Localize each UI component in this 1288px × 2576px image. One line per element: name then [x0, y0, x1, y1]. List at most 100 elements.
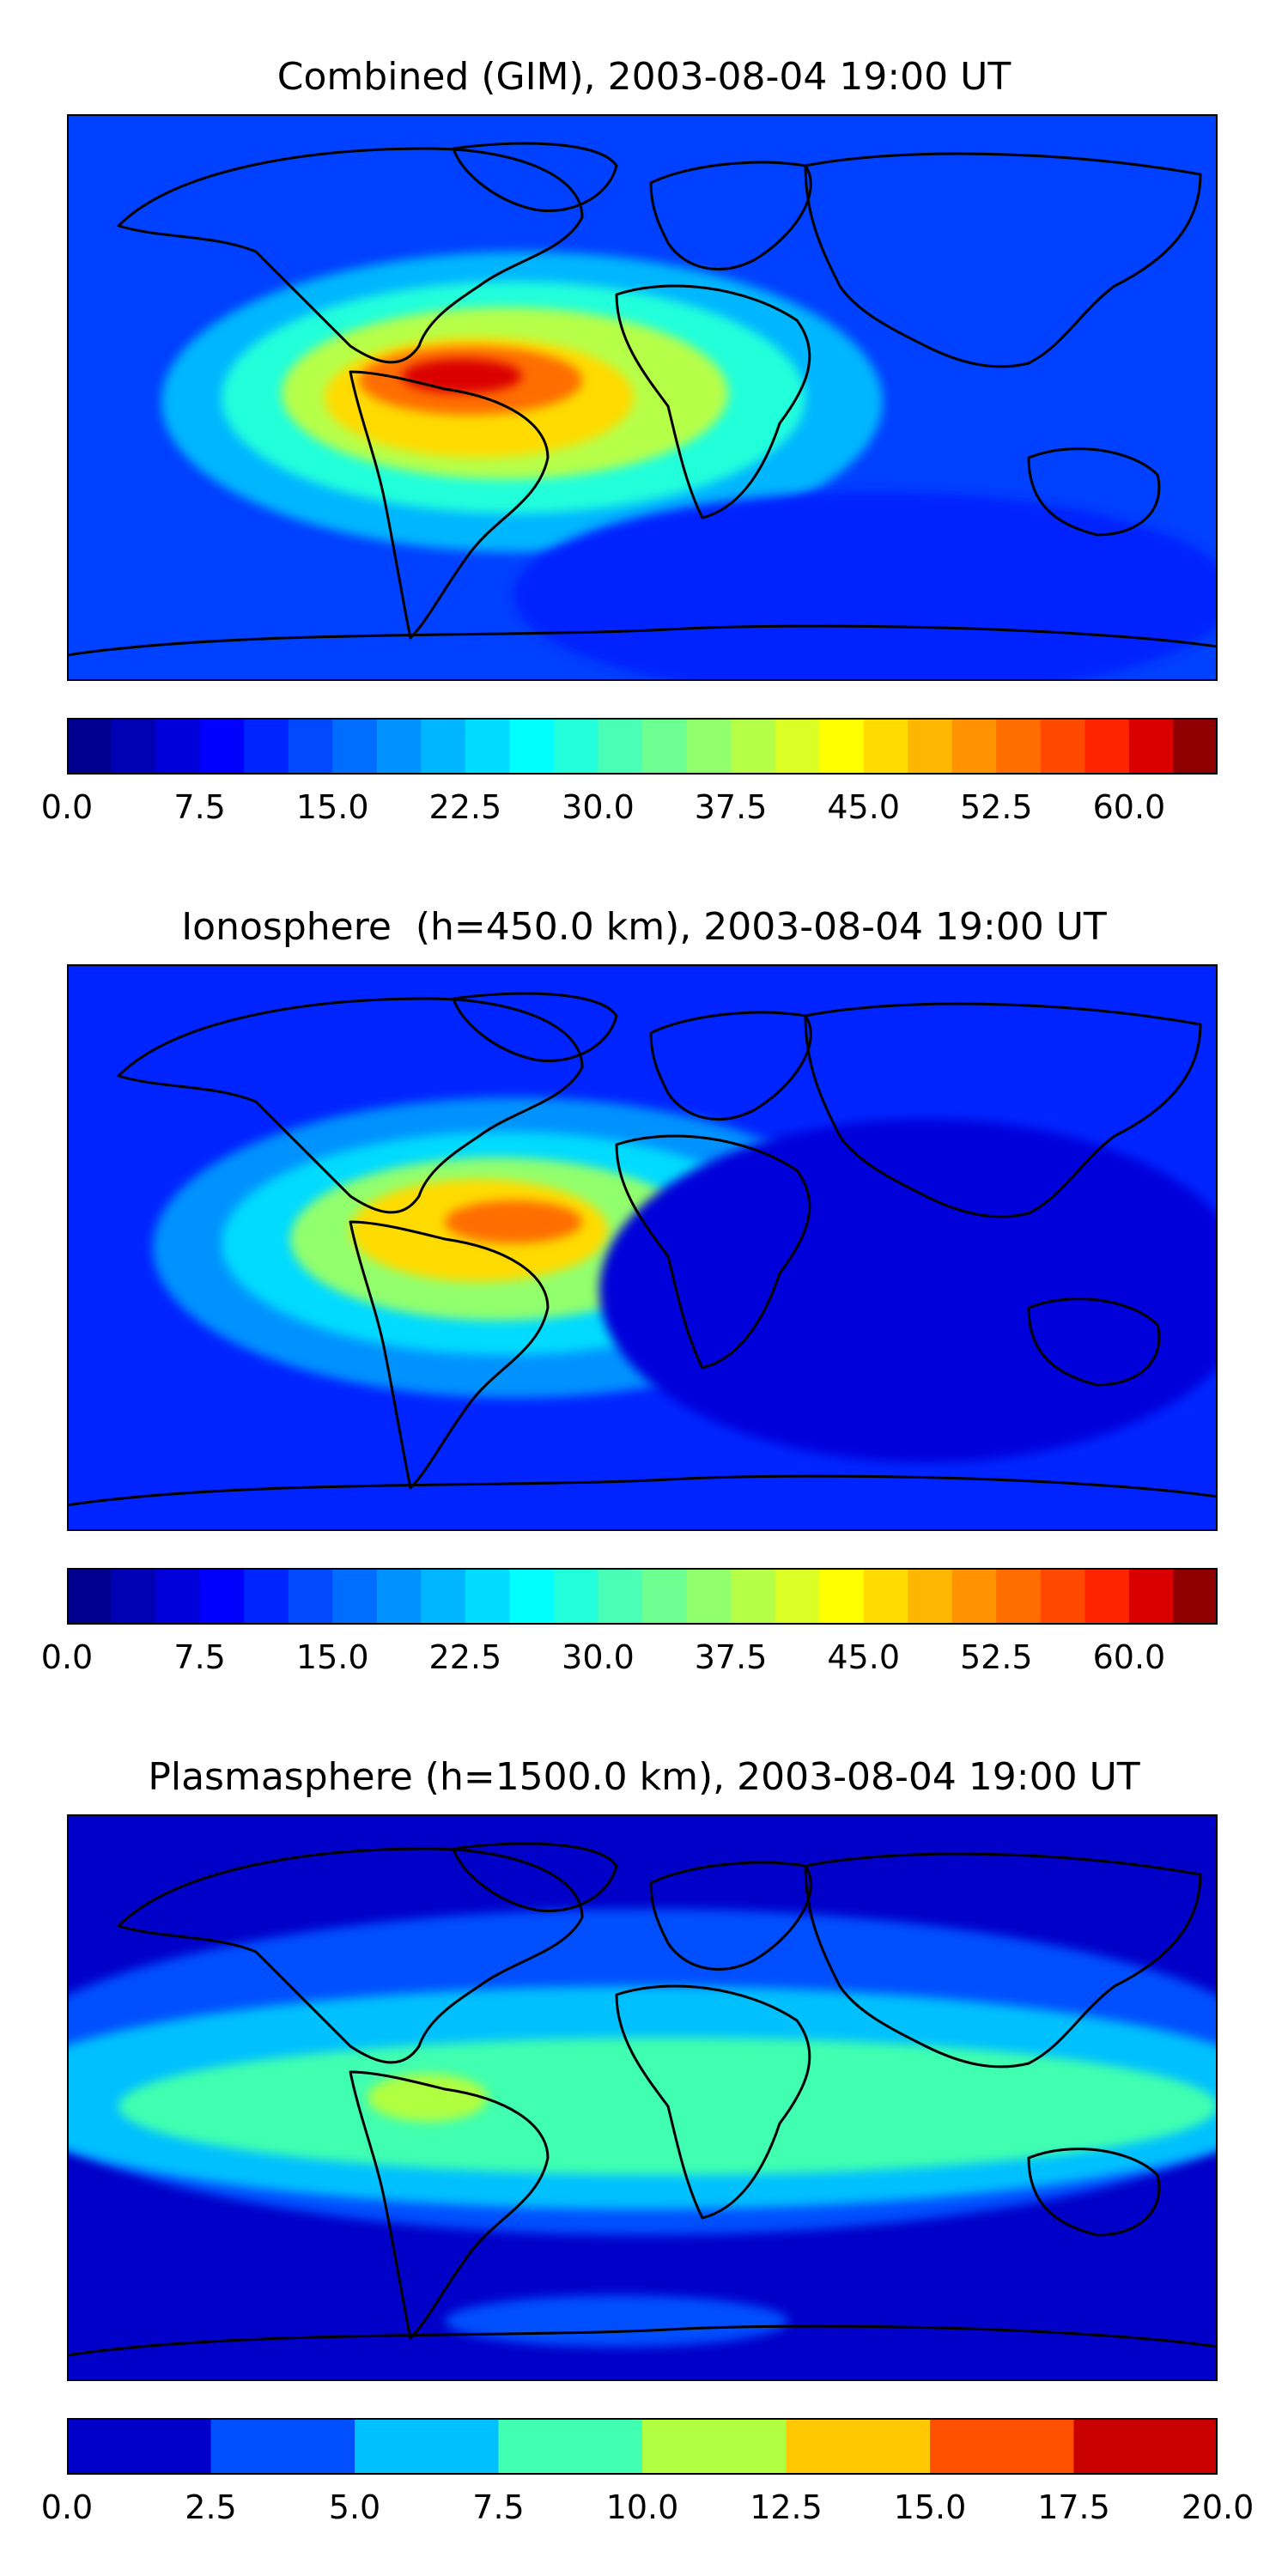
- map-frame: [67, 964, 1218, 1531]
- coastline: [452, 992, 618, 1063]
- panel-title: Ionosphere (h=450.0 km), 2003-08-04 19:0…: [181, 905, 1107, 949]
- colorbar-segment: [775, 1568, 820, 1625]
- colorbar-frame: [67, 2418, 1218, 2475]
- colorbar-segment: [1040, 1568, 1085, 1625]
- colorbar-segment: [1040, 718, 1085, 775]
- colorbar-segment: [421, 718, 466, 775]
- colorbar-segment: [908, 1568, 953, 1625]
- colorbar-tick-label: 22.5: [428, 788, 502, 826]
- tec-map: [67, 1814, 1218, 2381]
- colorbar-segment: [376, 1568, 422, 1625]
- colorbar-segment: [819, 718, 865, 775]
- colorbar: [67, 2418, 1218, 2475]
- coastline: [615, 1134, 811, 1370]
- map-frame: [67, 1814, 1218, 2381]
- tec-contour: [445, 1200, 582, 1243]
- colorbar-tick-label: 30.0: [562, 788, 635, 826]
- coastlines: [67, 992, 1218, 1531]
- colorbar-tick-label: 15.0: [295, 1638, 369, 1676]
- colorbar-segment: [553, 1568, 598, 1625]
- tec-map: [67, 114, 1218, 681]
- coastline: [67, 1474, 1218, 1531]
- colorbar-segment: [244, 1568, 289, 1625]
- colorbar-segment: [1073, 2418, 1218, 2475]
- coastline: [804, 1002, 1202, 1218]
- colorbar-segment: [199, 718, 245, 775]
- colorbar-segment: [355, 2418, 499, 2475]
- colorbar-segment: [67, 1568, 112, 1625]
- colorbar-tick-label: 60.0: [1092, 788, 1166, 826]
- coastline: [67, 2324, 1218, 2381]
- coastline: [452, 1842, 618, 1913]
- colorbar-segment: [421, 1568, 466, 1625]
- colorbar-segment: [155, 1568, 201, 1625]
- colorbar-segment: [930, 2418, 1074, 2475]
- colorbar-segment: [332, 718, 378, 775]
- colorbar-tick-label: 45.0: [827, 788, 900, 826]
- colorbar-tick-label: 7.5: [173, 1638, 226, 1676]
- colorbar-segment: [1084, 1568, 1130, 1625]
- colorbar-tick-label: 37.5: [694, 788, 768, 826]
- coastline: [1027, 2148, 1161, 2237]
- coastlines: [67, 142, 1218, 681]
- tec-contour: [402, 359, 522, 393]
- colorbar-segment: [996, 1568, 1042, 1625]
- colorbar-tick-label: 7.5: [173, 788, 226, 826]
- colorbar-tick-label: 17.5: [1037, 2488, 1110, 2526]
- coastline: [804, 1852, 1202, 2069]
- coastline: [349, 1220, 550, 1490]
- colorbar-tick-label: 15.0: [893, 2488, 967, 2526]
- colorbar-segment: [1128, 718, 1174, 775]
- colorbar-segment: [111, 1568, 156, 1625]
- colorbar-segment: [642, 2418, 787, 2475]
- colorbar-ticks: 0.0 2.5 5.0 7.5 10.0 12.5 15.0 17.5 20.0: [41, 2488, 1255, 2526]
- tec-contour: [513, 492, 1218, 681]
- colorbar: [67, 1568, 1218, 1625]
- tec-map: [67, 964, 1218, 1531]
- colorbar-tick-label: 0.0: [40, 788, 94, 826]
- colorbar-segment: [67, 2418, 211, 2475]
- coastline: [649, 1861, 812, 1971]
- colorbar-segment: [1128, 1568, 1174, 1625]
- colorbar-tick-label: 60.0: [1092, 1638, 1166, 1676]
- colorbar-tick-label: 52.5: [959, 788, 1033, 826]
- coastlines: [67, 1842, 1218, 2381]
- coastline: [349, 370, 550, 640]
- colorbar-segment: [244, 718, 289, 775]
- coastline: [117, 147, 584, 364]
- coastline: [649, 1011, 812, 1121]
- panel-title: Plasmasphere (h=1500.0 km), 2003-08-04 1…: [148, 1755, 1140, 1799]
- colorbar-tick-label: 22.5: [428, 1638, 502, 1676]
- colorbar-tick-label: 0.0: [40, 1638, 94, 1676]
- colorbar-segment: [598, 1568, 643, 1625]
- colorbar-ticks: 0.0 7.5 15.0 22.5 30.0 37.5 45.0 52.5 60.0: [41, 788, 1218, 826]
- coastline: [117, 1847, 584, 2064]
- tec-contour: [368, 2074, 488, 2122]
- coastline: [117, 997, 584, 1214]
- colorbar-segment: [376, 718, 422, 775]
- colorbar-segment: [598, 718, 643, 775]
- colorbar-tick-label: 45.0: [827, 1638, 900, 1676]
- colorbar-segment: [509, 1568, 555, 1625]
- coastline: [615, 284, 811, 519]
- colorbar-segment: [863, 1568, 908, 1625]
- colorbar-segment: [1173, 1568, 1218, 1625]
- colorbar-segment: [1084, 718, 1130, 775]
- coastline: [649, 161, 812, 270]
- colorbar-segment: [498, 2418, 643, 2475]
- coastline: [1027, 1297, 1161, 1387]
- colorbar-segment: [775, 718, 820, 775]
- colorbar-segment: [465, 1568, 510, 1625]
- colorbar-tick-label: 20.0: [1181, 2488, 1255, 2526]
- coastline: [67, 624, 1218, 681]
- colorbar-segment: [951, 1568, 997, 1625]
- colorbar-ticks: 0.0 7.5 15.0 22.5 30.0 37.5 45.0 52.5 60.0: [41, 1638, 1218, 1676]
- colorbar-tick-label: 52.5: [959, 1638, 1033, 1676]
- panel-title: Combined (GIM), 2003-08-04 19:00 UT: [276, 55, 1012, 99]
- colorbar-segment: [642, 1568, 688, 1625]
- colorbar-tick-label: 37.5: [694, 1638, 768, 1676]
- colorbar: [67, 718, 1218, 775]
- colorbar-segment: [731, 718, 776, 775]
- colorbar-tick-label: 2.5: [185, 2488, 237, 2526]
- colorbar-segment: [111, 718, 156, 775]
